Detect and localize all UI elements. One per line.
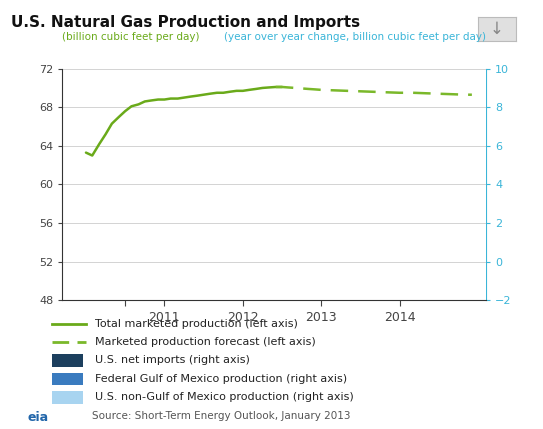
Bar: [249, 187, 261, 262]
Bar: [406, 258, 418, 262]
Bar: [315, 260, 327, 262]
Bar: [108, 262, 119, 291]
Bar: [327, 257, 339, 262]
Bar: [171, 142, 182, 262]
Bar: [304, 251, 315, 262]
Bar: [225, 262, 237, 287]
Bar: [52, 391, 84, 404]
Text: Federal Gulf of Mexico production (right axis): Federal Gulf of Mexico production (right…: [96, 374, 348, 384]
Bar: [159, 262, 171, 268]
Bar: [147, 262, 159, 289]
Text: eia: eia: [28, 411, 48, 424]
Text: U.S. non-Gulf of Mexico production (right axis): U.S. non-Gulf of Mexico production (righ…: [96, 393, 354, 402]
Text: Marketed production forecast (left axis): Marketed production forecast (left axis): [96, 337, 316, 347]
Bar: [52, 373, 84, 385]
Text: U.S. Natural Gas Production and Imports: U.S. Natural Gas Production and Imports: [11, 15, 360, 30]
Text: (year over year change, billion cubic feet per day): (year over year change, billion cubic fe…: [224, 32, 486, 42]
Text: U.S. net imports (right axis): U.S. net imports (right axis): [96, 355, 250, 366]
Bar: [119, 262, 131, 266]
Text: (billion cubic feet per day): (billion cubic feet per day): [62, 32, 200, 42]
Text: Source: Short-Term Energy Outlook, January 2013: Source: Short-Term Energy Outlook, Janua…: [92, 411, 351, 421]
Bar: [52, 354, 84, 366]
Text: Total marketed production (left axis): Total marketed production (left axis): [96, 319, 298, 329]
Text: ↓: ↓: [490, 20, 504, 38]
Bar: [237, 262, 249, 266]
Bar: [382, 262, 394, 267]
Bar: [394, 262, 406, 263]
